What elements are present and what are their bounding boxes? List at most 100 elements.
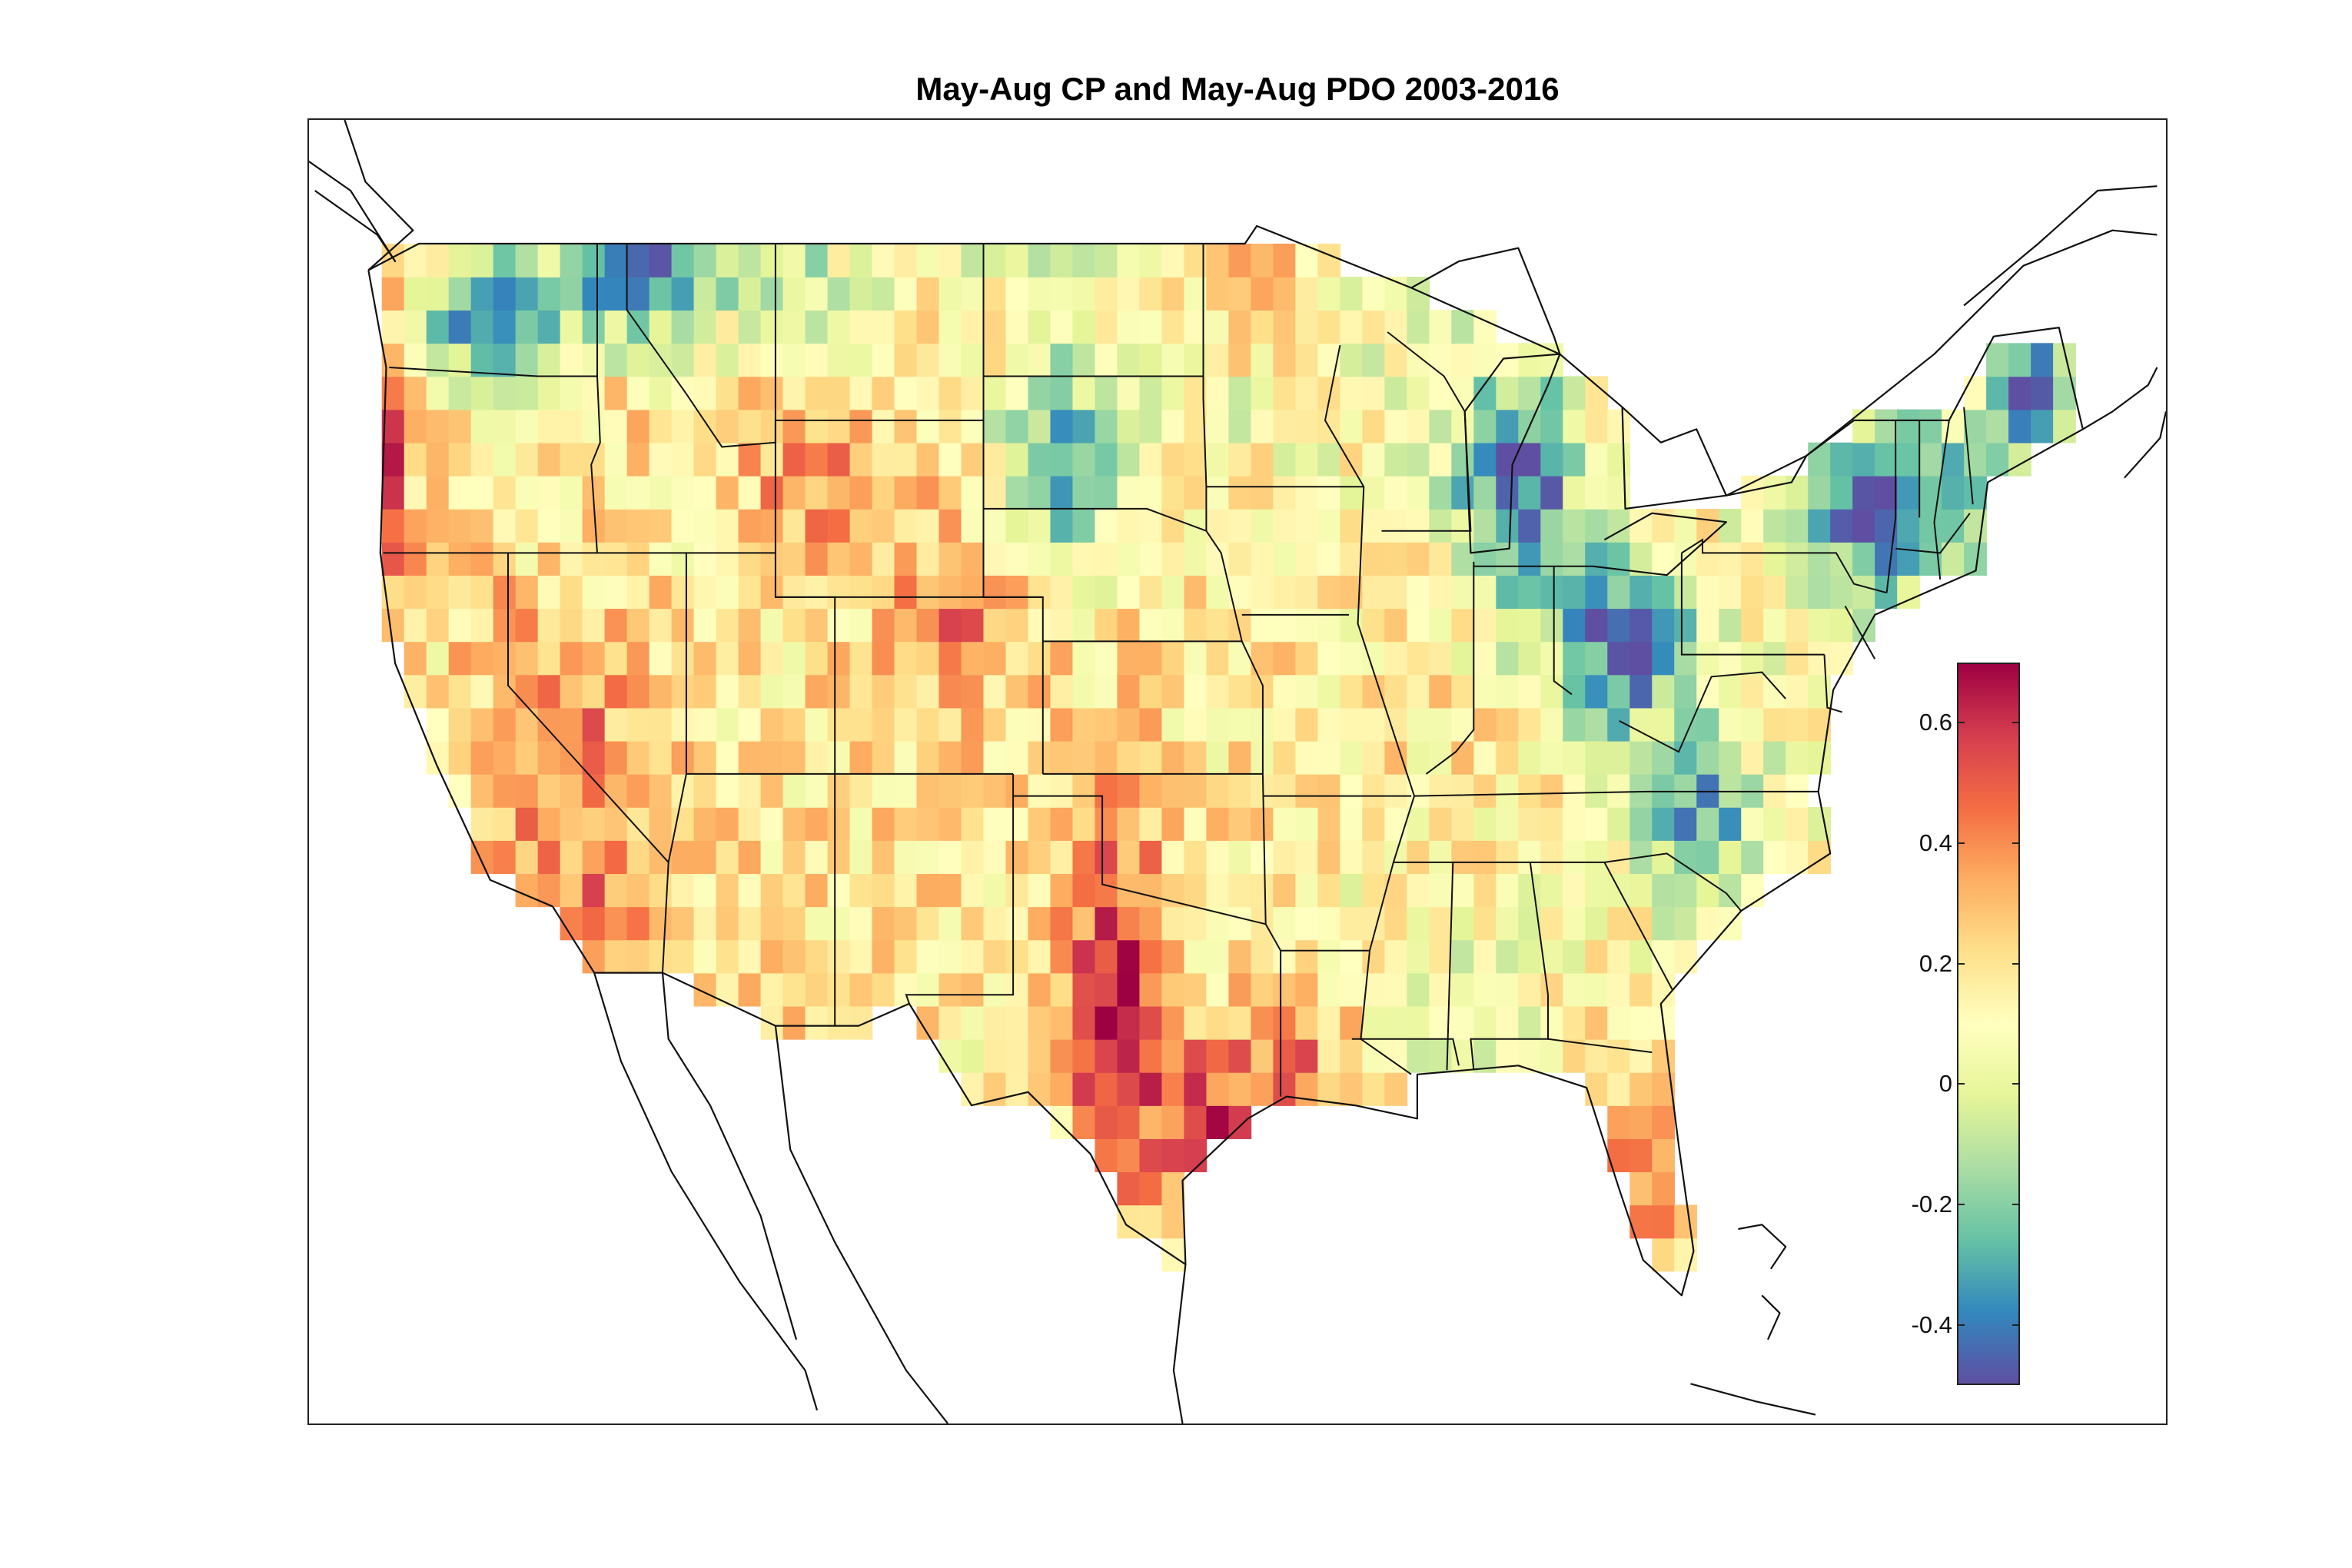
grid-cell — [1184, 873, 1208, 908]
grid-cell — [582, 840, 606, 875]
grid-cell — [782, 873, 806, 908]
grid-cell — [916, 939, 940, 974]
grid-cell — [1273, 641, 1297, 676]
grid-cell — [1095, 508, 1118, 543]
grid-cell — [1206, 1005, 1230, 1040]
grid-cell — [671, 674, 695, 709]
grid-cell — [1139, 542, 1163, 576]
grid-cell — [1607, 740, 1631, 775]
grid-cell — [582, 806, 606, 841]
grid-cell — [1429, 542, 1453, 576]
grid-cell — [1228, 1038, 1252, 1073]
state-border — [1963, 407, 1974, 505]
grid-cell — [1518, 806, 1542, 841]
grid-cell — [1139, 409, 1163, 443]
grid-cell — [1251, 575, 1274, 610]
grid-cell — [938, 376, 962, 410]
grid-cell — [1362, 542, 1386, 576]
grid-cell — [827, 806, 851, 841]
grid-cell — [1763, 707, 1786, 742]
grid-cell — [1050, 1038, 1074, 1073]
grid-cell — [782, 674, 806, 709]
state-border — [1393, 852, 1742, 912]
grid-cell — [961, 674, 985, 709]
grid-cell — [1228, 442, 1252, 477]
grid-cell — [1251, 508, 1274, 543]
grid-cell — [470, 508, 494, 543]
grid-cell — [1095, 376, 1118, 410]
grid-cell — [1808, 475, 1831, 510]
grid-cell — [1429, 873, 1453, 908]
grid-cell — [470, 740, 494, 775]
grid-cell — [1384, 972, 1408, 1007]
grid-cell — [604, 939, 628, 974]
grid-cell — [1763, 641, 1786, 676]
grid-cell — [1674, 740, 1698, 775]
grid-cell — [1496, 409, 1520, 443]
grid-cell — [1095, 939, 1118, 974]
grid-cell — [470, 310, 494, 344]
grid-cell — [1184, 1038, 1208, 1073]
grid-cell — [404, 442, 427, 477]
grid-cell — [738, 575, 762, 610]
grid-cell — [1184, 1071, 1208, 1106]
grid-cell — [938, 773, 962, 808]
grid-cell — [1607, 1138, 1631, 1173]
grid-cell — [1161, 310, 1185, 344]
grid-cell — [827, 873, 851, 908]
grid-cell — [693, 343, 717, 377]
grid-cell — [872, 409, 895, 443]
grid-cell — [1674, 575, 1698, 610]
grid-cell — [626, 740, 650, 775]
grid-cell — [1161, 575, 1185, 610]
map-axes[interactable] — [307, 118, 2168, 1425]
grid-cell — [2053, 409, 2076, 443]
grid-cell — [961, 409, 985, 443]
grid-cell — [1451, 806, 1475, 841]
grid-cell — [1407, 376, 1430, 410]
grid-cell — [1206, 442, 1230, 477]
grid-cell — [671, 310, 695, 344]
grid-cell — [1139, 873, 1163, 908]
grid-cell — [1273, 243, 1297, 277]
grid-cell — [1228, 343, 1252, 377]
grid-cell — [1050, 376, 1074, 410]
grid-cell — [1830, 542, 1853, 576]
grid-cell — [782, 773, 806, 808]
andros-island — [1761, 1294, 1781, 1340]
grid-cell — [872, 575, 895, 610]
grid-cell — [426, 310, 450, 344]
grid-cell — [604, 542, 628, 576]
grid-cell — [560, 840, 583, 875]
grid-cell — [983, 575, 1007, 610]
grid-cell — [961, 773, 985, 808]
grid-cell — [560, 409, 583, 443]
grid-cell — [916, 674, 940, 709]
grid-cell — [1674, 1237, 1698, 1272]
grid-cell — [1407, 508, 1430, 543]
grid-cell — [381, 508, 405, 543]
colorbar-tick-mark — [2012, 842, 2020, 844]
grid-cell — [1251, 343, 1274, 377]
grid-cell — [1228, 641, 1252, 676]
lake-huron-shore — [1621, 406, 1727, 497]
grid-cell — [894, 707, 918, 742]
grid-cell — [1585, 641, 1609, 676]
grid-cell — [582, 740, 606, 775]
grid-cell — [1139, 641, 1163, 676]
grid-cell — [805, 310, 829, 344]
grid-cell — [604, 707, 628, 742]
grid-cell — [537, 343, 561, 377]
grid-cell — [1607, 1105, 1631, 1139]
grid-cell — [1117, 1005, 1141, 1040]
grid-cell — [560, 277, 583, 311]
grid-cell — [1317, 873, 1341, 908]
grid-cell — [404, 310, 427, 344]
grid-cell — [1228, 508, 1252, 543]
grid-cell — [1607, 1071, 1631, 1106]
grid-cell — [1050, 442, 1074, 477]
grid-cell — [515, 674, 539, 709]
grid-cell — [983, 806, 1007, 841]
grid-cell — [1005, 310, 1029, 344]
grid-cell — [1696, 873, 1720, 908]
